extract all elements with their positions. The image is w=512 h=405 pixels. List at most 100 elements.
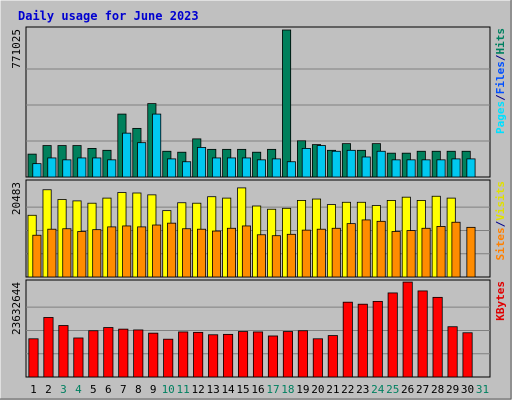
kbytes-kbytes-bar: [237, 331, 249, 378]
kbytes-legend-item: KBytes: [494, 281, 507, 321]
kbytes-kbytes-bar: [178, 331, 189, 378]
visits-sites-bar: [226, 227, 237, 278]
visits-panel: 20483 Sites/Visits: [10, 179, 507, 278]
kbytes-kbytes-bar: [447, 326, 458, 378]
hits-legend: Pages/Files/Hits: [494, 28, 507, 134]
hits-files-bar: [197, 147, 207, 178]
kbytes-kbytes-bar: [387, 292, 398, 378]
x-tick-label: 18: [281, 383, 294, 396]
visits-sites-bar: [361, 219, 371, 278]
x-tick-label: 10: [162, 383, 175, 396]
hits-legend-item: /: [494, 94, 507, 101]
hits-files-bar: [77, 157, 87, 178]
kbytes-kbytes-bar: [357, 303, 368, 378]
hits-files-bar: [451, 158, 461, 178]
kbytes-kbytes-bar: [372, 300, 383, 378]
kbytes-kbytes-bar: [312, 338, 323, 378]
hits-legend-item: Hits: [494, 28, 507, 55]
x-tick-label: 6: [105, 383, 112, 396]
hits-files-bar: [182, 161, 192, 178]
hits-files-bar: [152, 113, 162, 178]
hits-files-bar: [271, 158, 281, 178]
hits-files-bar: [62, 159, 72, 178]
visits-sites-bar: [241, 225, 251, 278]
visits-sites-bar: [271, 235, 281, 278]
x-tick-label: 7: [120, 383, 127, 396]
hits-files-bar: [406, 159, 416, 178]
visits-sites-bar: [92, 229, 102, 278]
chart-panels: 771025 Pages/Files/Hits 20483Sites/Visits2…: [10, 26, 507, 378]
x-tick-label: 26: [401, 383, 414, 396]
hits-files-bar: [391, 159, 401, 178]
hits-files-bar: [301, 148, 311, 178]
x-tick-label: 5: [90, 383, 97, 396]
hits-files-bar: [316, 145, 326, 178]
x-tick-label: 25: [386, 383, 399, 396]
kbytes-kbytes-bar: [103, 327, 114, 378]
hits-legend-item: Files: [494, 61, 507, 94]
kbytes-kbytes-bar: [297, 330, 308, 378]
visits-sites-bar: [137, 226, 147, 278]
kbytes-legend: KBytes: [494, 281, 507, 321]
chart-title: Daily usage for June 2023: [18, 9, 199, 23]
hits-files-bar: [286, 161, 296, 178]
hits-files-bar: [466, 158, 476, 178]
hits-panel: 771025 Pages/Files/Hits: [10, 26, 507, 178]
visits-sites-bar: [451, 221, 461, 278]
hits-files-bar: [47, 157, 57, 178]
visits-sites-bar: [107, 226, 117, 278]
hits-files-bar: [241, 157, 251, 178]
kbytes-kbytes-bar: [252, 331, 264, 378]
hits-files-bar: [346, 149, 356, 178]
kbytes-kbytes-bar: [223, 333, 234, 378]
hits-files-bar: [167, 158, 177, 178]
hits-files-bar: [436, 159, 446, 178]
visits-sites-bar: [167, 222, 177, 278]
x-tick-label: 11: [177, 383, 190, 396]
hits-files-bar: [212, 157, 222, 178]
x-tick-label: 17: [266, 383, 279, 396]
hits-files-bar: [137, 142, 147, 178]
visits-sites-bar: [256, 234, 266, 278]
kbytes-kbytes-bar: [133, 329, 144, 378]
kbytes-kbytes-bar: [267, 335, 279, 378]
kbytes-kbytes-bar: [402, 281, 413, 378]
visits-sites-bar: [152, 224, 162, 278]
kbytes-kbytes-bar: [193, 331, 204, 378]
x-tick-label: 30: [461, 383, 474, 396]
x-tick-label: 23: [356, 383, 369, 396]
x-tick-label: 29: [446, 383, 459, 396]
x-tick-label: 19: [296, 383, 309, 396]
kbytes-kbytes-bar: [342, 301, 353, 378]
visits-legend-item: /: [494, 220, 507, 227]
hits-files-bar: [361, 156, 371, 178]
visits-sites-bar: [122, 225, 132, 278]
x-axis-labels: 1 2 3 4 5 6 7 8 9 10 11 12 13 14 15 16 17 18 19 20 21 22 23 24 2…: [30, 383, 489, 396]
x-tick-label: 15: [236, 383, 249, 396]
visits-sites-bar: [301, 229, 311, 278]
kbytes-kbytes-bar: [327, 335, 338, 378]
visits-legend-item: Visits: [494, 181, 507, 221]
visits-sites-bar: [182, 228, 192, 278]
visits-sites-bar: [286, 233, 296, 278]
visits-sites-bar: [376, 220, 386, 278]
hits-legend-item: /: [494, 54, 507, 61]
visits-sites-bar: [47, 228, 57, 278]
x-tick-label: 2: [45, 383, 52, 396]
hits-files-bar: [331, 150, 341, 178]
kbytes-kbytes-bar: [58, 325, 69, 378]
visits-sites-bar: [346, 223, 356, 278]
visits-sites-bar: [77, 231, 87, 278]
x-tick-label: 22: [341, 383, 354, 396]
visits-legend-item: Sites: [494, 227, 507, 260]
x-tick-label: 16: [251, 383, 264, 396]
kbytes-kbytes-bar: [28, 338, 39, 378]
hits-ytick-label: 771025: [10, 29, 23, 69]
x-tick-label: 9: [150, 383, 157, 396]
visits-sites-bar: [406, 230, 416, 278]
kbytes-ytick-label: 23632644: [10, 282, 23, 335]
kbytes-kbytes-bar: [163, 338, 174, 378]
kbytes-kbytes-bar: [43, 317, 54, 378]
hits-files-bar: [226, 157, 237, 178]
